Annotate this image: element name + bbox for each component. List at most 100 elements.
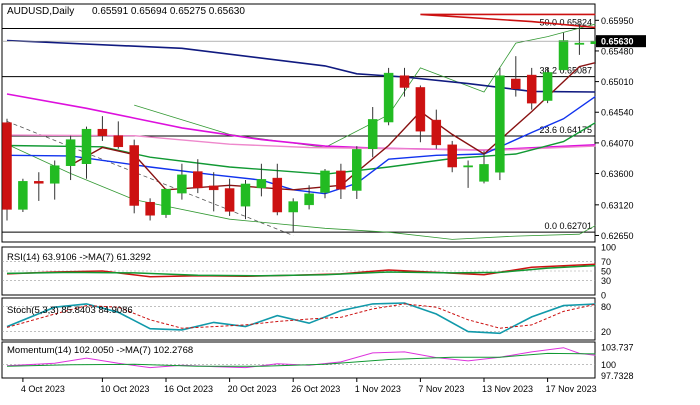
rsi-tick-label: 30 (601, 276, 611, 286)
bollinger-upper (134, 23, 596, 148)
candle-body (34, 181, 44, 184)
moving-average-ma_navy (6, 39, 596, 93)
candle-body (463, 165, 473, 168)
candle (256, 163, 267, 197)
bollinger-bands (6, 23, 596, 240)
candle-body (97, 128, 108, 136)
candle (193, 159, 203, 194)
symbol-title: AUDUSD,Daily (7, 6, 74, 17)
candle (177, 163, 187, 200)
candle (399, 67, 410, 97)
candle-body (288, 201, 298, 213)
momentum-tick-label: 97.7328 (601, 371, 634, 381)
ohlc-header: 0.65591 0.65694 0.65275 0.65630 (92, 6, 245, 17)
price-tick-label: 0.65950 (601, 16, 634, 26)
candle-body (65, 139, 76, 166)
price-tick-label: 0.63120 (601, 200, 634, 210)
candle (129, 139, 139, 214)
moving-average-ma_pink (6, 134, 596, 151)
price-tick-label: 0.64070 (601, 138, 634, 148)
candle-body (129, 145, 139, 206)
x-tick-label: 17 Nov 2023 (546, 384, 597, 394)
candle-body (447, 144, 457, 168)
axes: 0.65950 0.65480 0.65010 0.64540 0.64070 0.636… (2, 16, 646, 394)
candle (320, 168, 330, 199)
candle (526, 67, 537, 110)
candle (18, 178, 28, 213)
candle (2, 118, 12, 221)
panel-frame-3 (1, 341, 596, 379)
candle (81, 126, 92, 179)
candle-body (2, 122, 12, 210)
candle-body (240, 183, 251, 207)
momentum-tick-label: 100 (601, 360, 616, 370)
candle-body (161, 188, 171, 215)
candle-body (383, 72, 394, 123)
fib-label: 50.0 0.65824 (539, 18, 592, 28)
x-tick-label: 20 Oct 2023 (228, 384, 277, 394)
candle-body (193, 171, 203, 189)
moving-average-ma_red (420, 13, 596, 29)
x-tick-label: 10 Oct 2023 (100, 384, 149, 394)
bollinger-lower (6, 143, 596, 240)
moving-average-ma_darkred (70, 62, 596, 191)
candle (463, 160, 473, 188)
rsi-tick-label: 100 (601, 243, 616, 253)
candle-body (49, 165, 60, 184)
x-tick-label: 7 Nov 2023 (418, 384, 464, 394)
moving-average-ma_magenta (6, 93, 596, 151)
candle-body (367, 119, 378, 150)
price-tick-label: 0.62650 (601, 231, 634, 241)
candle (113, 121, 124, 149)
momentum-label: Momentum(14) 102.0050 ->MA(7) 102.2768 (7, 345, 193, 356)
candle (447, 140, 457, 173)
fib-label: 0.0 0.62701 (544, 221, 592, 231)
candle (574, 23, 585, 55)
x-tick-label: 26 Oct 2023 (291, 384, 340, 394)
candle (431, 109, 442, 149)
candle (208, 172, 219, 212)
rsi-tick-label: 0 (601, 291, 606, 301)
candle (224, 178, 235, 216)
candle (97, 116, 108, 141)
candle-body (113, 135, 124, 148)
stoch-label: Stoch(5,3,3) 85.8403 84.9086 (7, 305, 133, 316)
rsi-tick-label: 70 (601, 257, 611, 267)
candle-body (542, 72, 553, 101)
candle-body (495, 75, 505, 173)
candle-body (145, 201, 155, 216)
price-tick-label: 0.65480 (601, 46, 634, 56)
candle-body (18, 181, 28, 210)
candle (367, 107, 378, 158)
candle (34, 172, 44, 201)
candle (272, 163, 283, 216)
candle-body (574, 42, 585, 45)
moving-average-ma_blue (6, 96, 596, 195)
candle (288, 198, 298, 232)
candle (415, 85, 426, 143)
price-tick-label: 0.65010 (601, 77, 634, 87)
candle-body (208, 185, 219, 191)
momentum-tick-label: 103.737 (601, 343, 634, 353)
candle-body (399, 75, 410, 88)
stoch-k-line (6, 302, 596, 335)
candle (304, 185, 314, 210)
candle (352, 146, 362, 199)
fib-label: 38.2 0.65087 (539, 66, 592, 76)
candle-body (256, 179, 267, 189)
rsi-label: RSI(14) 63.9106 ->MA(7) 61.3292 (7, 252, 151, 263)
candle-body (272, 177, 283, 213)
candle (240, 180, 251, 220)
candle (511, 56, 521, 97)
price-tick-label: 0.63600 (601, 169, 634, 179)
candle-body (511, 78, 521, 90)
candle-body (320, 170, 330, 193)
fib-levels: 50.0 0.65824 38.2 0.65087 23.6 0.64175 0.0 … (2, 18, 595, 236)
candle (495, 67, 505, 181)
candle-body (177, 174, 187, 194)
trend-line-dashed (6, 120, 294, 236)
stoch-tick-label: 20 (601, 327, 611, 337)
